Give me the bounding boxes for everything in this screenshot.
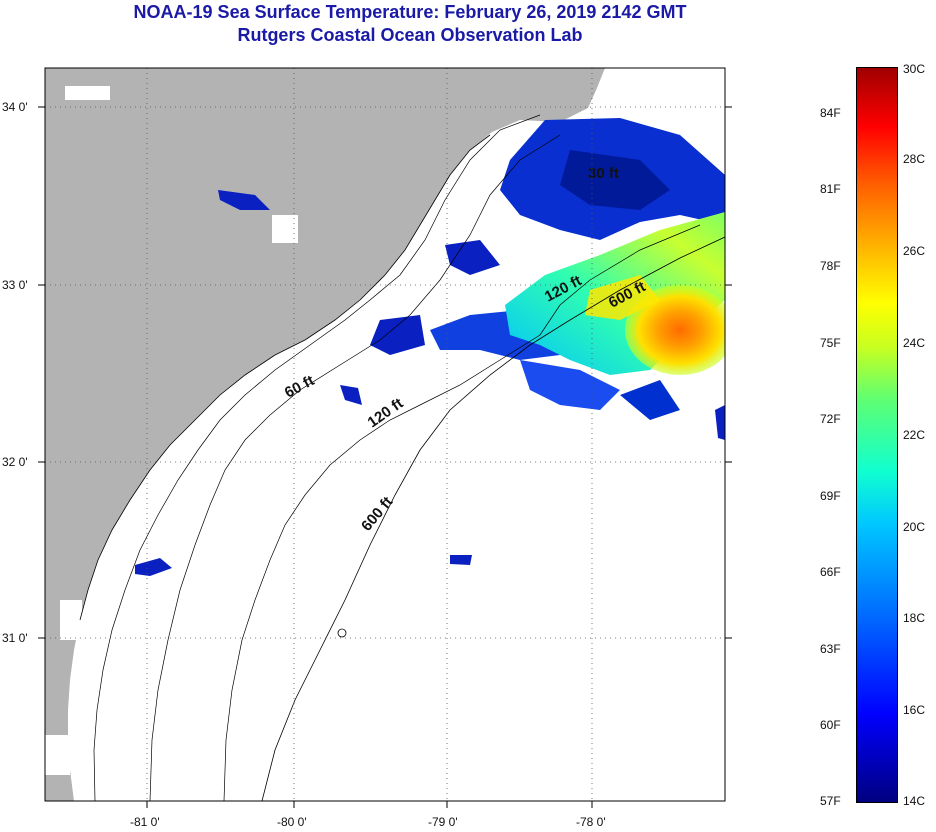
map-title: NOAA-19 Sea Surface Temperature: Februar… — [133, 2, 687, 22]
colorbar-f-label: 66F — [820, 565, 841, 579]
temperature-colorbar — [856, 67, 898, 803]
tick-marks — [38, 106, 732, 808]
seamount-contour — [337, 628, 347, 638]
colorbar-f-label: 78F — [820, 259, 841, 273]
colorbar-f-label: 84F — [820, 106, 841, 120]
warm-core — [625, 285, 725, 375]
colorbar-c-label: 16C — [903, 703, 926, 717]
cloud-patch — [45, 735, 70, 775]
cloud-patch — [65, 86, 110, 100]
colorbar-c-label: 30C — [903, 62, 926, 76]
contour-30ft — [93, 114, 541, 801]
colorbar-c-label: 18C — [903, 611, 926, 625]
contour-label-30ft: 30 ft — [588, 165, 619, 182]
colorbar-c-label: 20C — [903, 520, 926, 534]
map-subtitle: Rutgers Coastal Ocean Observation Lab — [237, 25, 583, 45]
contour-120ft — [223, 224, 701, 801]
map-frame — [44, 67, 726, 802]
warm-filament — [585, 275, 660, 320]
colorbar-f-label: 57F — [820, 794, 841, 808]
colorbar-f-label: 72F — [820, 412, 841, 426]
contour-60ft — [149, 134, 561, 801]
colorbar-f-label: 75F — [820, 336, 841, 350]
colorbar-f-label: 63F — [820, 642, 841, 656]
lon-tick-label: -81 0' — [130, 815, 160, 829]
colorbar-c-label: 22C — [903, 428, 926, 442]
graticule — [45, 68, 725, 801]
lat-tick-label: 31 0' — [2, 631, 28, 645]
lat-tick-label: 32 0' — [2, 455, 28, 469]
colorbar-c-label: 24C — [903, 336, 926, 350]
coastline — [79, 134, 491, 621]
colorbar-f-label: 60F — [820, 718, 841, 732]
colorbar-c-label: 26C — [903, 244, 926, 258]
cloud-patch — [60, 600, 82, 640]
colorbar-f-label: 69F — [820, 489, 841, 503]
colorbar-c-label: 28C — [903, 152, 926, 166]
land-area — [45, 68, 605, 801]
lon-tick-label: -80 0' — [277, 815, 307, 829]
contour-600ft — [261, 236, 725, 801]
lat-tick-label: 33 0' — [2, 278, 28, 292]
lon-tick-label: -78 0' — [576, 815, 606, 829]
colorbar-c-label: 14C — [903, 794, 926, 808]
lon-tick-label: -79 0' — [428, 815, 458, 829]
lat-tick-label: 34 0' — [2, 100, 28, 114]
colorbar-f-label: 81F — [820, 182, 841, 196]
